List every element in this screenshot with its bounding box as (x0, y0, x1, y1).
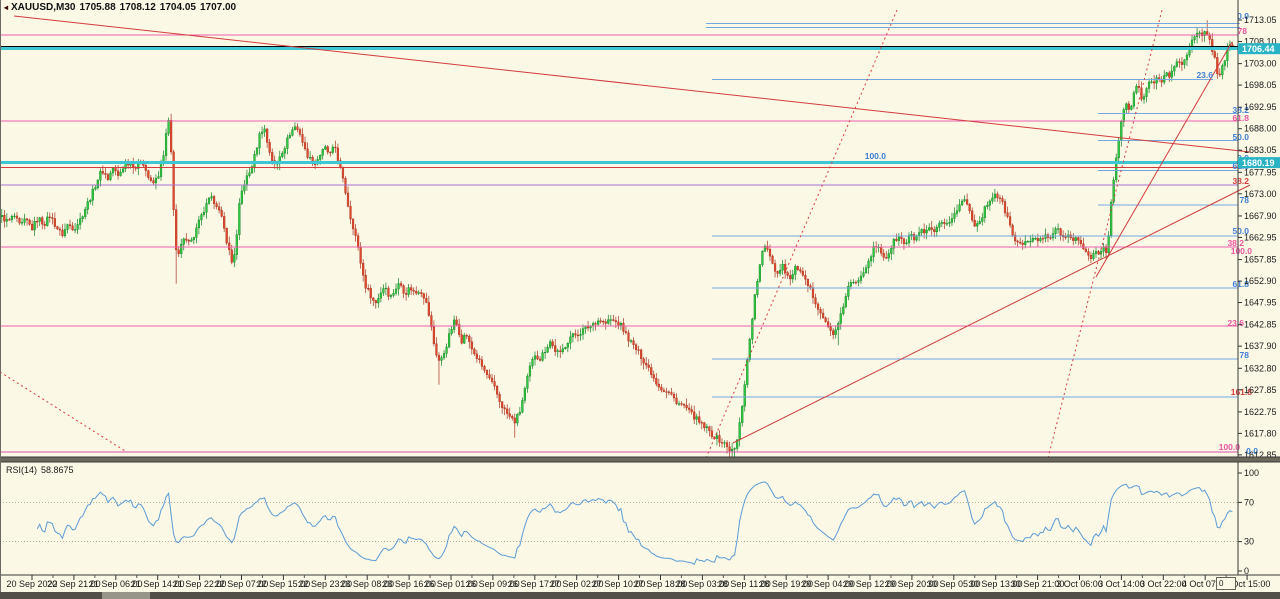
svg-text:27 Sep 18:00: 27 Sep 18:00 (634, 579, 688, 589)
svg-text:21 Sep 22:00: 21 Sep 22:00 (173, 579, 227, 589)
svg-text:27 Sep 02:00: 27 Sep 02:00 (550, 579, 604, 589)
svg-text:1642.85: 1642.85 (1244, 320, 1277, 330)
svg-text:161.8: 161.8 (1231, 387, 1253, 397)
svg-text:1657.85: 1657.85 (1244, 255, 1277, 265)
svg-text:1637.90: 1637.90 (1244, 341, 1277, 351)
svg-text:30 Sep 13:00: 30 Sep 13:00 (969, 579, 1023, 589)
svg-text:30 Sep 05:00: 30 Sep 05:00 (927, 579, 981, 589)
svg-text:22 Sep 15:00: 22 Sep 15:00 (257, 579, 311, 589)
svg-text:1652.90: 1652.90 (1244, 276, 1277, 286)
svg-text:1632.80: 1632.80 (1244, 363, 1277, 373)
rsi-name: RSI(14) (6, 465, 38, 475)
svg-text:1662.95: 1662.95 (1244, 232, 1277, 242)
svg-text:78: 78 (1240, 350, 1250, 360)
svg-text:26 Sep 17:00: 26 Sep 17:00 (508, 579, 562, 589)
svg-text:70: 70 (1244, 497, 1254, 507)
close-value: 1707.00 (199, 2, 237, 13)
svg-text:1713.05: 1713.05 (1244, 15, 1277, 25)
svg-text:38.2: 38.2 (1232, 105, 1249, 115)
svg-text:61.8: 61.8 (1232, 113, 1249, 123)
svg-text:23.6: 23.6 (1227, 318, 1244, 328)
price-tag (1238, 157, 1280, 169)
svg-text:1667.90: 1667.90 (1244, 211, 1277, 221)
svg-text:20 Sep 21:00: 20 Sep 21:00 (47, 579, 101, 589)
svg-text:3 Oct 14:00: 3 Oct 14:00 (1098, 579, 1145, 589)
svg-text:78: 78 (1238, 26, 1248, 36)
low-value: 1704.05 (159, 2, 196, 13)
svg-text:50.0: 50.0 (1232, 226, 1249, 236)
svg-text:26 Sep 01:00: 26 Sep 01:00 (424, 579, 478, 589)
svg-text:0.0: 0.0 (1237, 11, 1249, 21)
svg-text:100.0: 100.0 (865, 151, 887, 161)
svg-text:4 Oct 07:00: 4 Oct 07:00 (1182, 579, 1229, 589)
svg-text:61.8: 61.8 (1232, 279, 1249, 289)
rsi-value: 58.8675 (41, 465, 74, 475)
svg-text:22 Sep 23:00: 22 Sep 23:00 (299, 579, 353, 589)
rsi-indicator-label: RSI(14) 58.8675 (6, 465, 78, 475)
svg-text:100.0: 100.0 (1231, 246, 1253, 256)
svg-text:29 Sep 20:00: 29 Sep 20:00 (885, 579, 939, 589)
svg-text:38.2: 38.2 (1232, 176, 1249, 186)
svg-text:3 Oct 22:00: 3 Oct 22:00 (1140, 579, 1187, 589)
symbol-ohlc-readout: ◂ XAUUSD,M30 1705.88 1708.12 1704.05 1707.00 (4, 2, 240, 13)
price-tag (1238, 43, 1280, 55)
svg-text:22 Sep 07:00: 22 Sep 07:00 (215, 579, 269, 589)
svg-text:29 Sep 04:00: 29 Sep 04:00 (801, 579, 855, 589)
bars-offset-indicator: 0 (1216, 577, 1236, 590)
svg-text:1673.00: 1673.00 (1244, 189, 1277, 199)
svg-text:4 Oct 15:00: 4 Oct 15:00 (1224, 579, 1271, 589)
svg-text:21 Sep 06:00: 21 Sep 06:00 (89, 579, 143, 589)
svg-text:1627.85: 1627.85 (1244, 385, 1277, 395)
svg-text:27 Sep 10:00: 27 Sep 10:00 (592, 579, 646, 589)
svg-text:1612.85: 1612.85 (1244, 450, 1277, 460)
svg-text:1647.95: 1647.95 (1244, 298, 1277, 308)
rsi-panel[interactable]: 100 70 30 0 (0, 468, 1259, 576)
svg-text:1706.44: 1706.44 (1242, 44, 1275, 54)
svg-text:28 Sep 03:00: 28 Sep 03:00 (676, 579, 730, 589)
svg-text:1708.10: 1708.10 (1244, 36, 1277, 46)
svg-text:28 Sep 11:00: 28 Sep 11:00 (718, 579, 771, 589)
svg-text:1698.05: 1698.05 (1244, 80, 1277, 90)
open-value: 1705.88 (79, 2, 116, 13)
svg-text:30 Sep 21:00: 30 Sep 21:00 (1011, 579, 1065, 589)
symbol-label: XAUUSD,M30 (11, 2, 76, 13)
svg-text:29 Sep 12:00: 29 Sep 12:00 (843, 579, 897, 589)
svg-text:26 Sep 09:00: 26 Sep 09:00 (466, 579, 520, 589)
svg-text:1622.75: 1622.75 (1244, 407, 1277, 417)
svg-text:23.6: 23.6 (1196, 70, 1213, 80)
svg-text:38.2: 38.2 (1227, 238, 1244, 248)
svg-text:0.0: 0.0 (1246, 446, 1258, 456)
h-scrollbar-track[interactable] (0, 592, 1280, 599)
chart-symbol-icon: ◂ (4, 3, 9, 12)
svg-text:1617.80: 1617.80 (1244, 428, 1277, 438)
svg-text:100.0: 100.0 (1219, 442, 1241, 452)
svg-text:1680.19: 1680.19 (1242, 158, 1275, 168)
svg-text:23 Sep 16:00: 23 Sep 16:00 (382, 579, 436, 589)
svg-text:100: 100 (1244, 468, 1259, 478)
svg-text:30: 30 (1244, 537, 1254, 547)
svg-text:78: 78 (1240, 195, 1250, 205)
svg-text:50.0: 50.0 (1232, 132, 1249, 142)
price-axis[interactable]: 1713.05 1708.10 1703.00 1698.05 1692.95 1688.… (1237, 0, 1280, 575)
h-scrollbar-thumb[interactable] (102, 592, 150, 599)
svg-text:1703.00: 1703.00 (1244, 59, 1277, 69)
svg-text:1688.00: 1688.00 (1244, 124, 1277, 134)
svg-text:1692.95: 1692.95 (1244, 102, 1277, 112)
svg-text:1677.95: 1677.95 (1244, 167, 1277, 177)
svg-text:1683.05: 1683.05 (1244, 145, 1277, 155)
svg-text:28 Sep 19:00: 28 Sep 19:00 (759, 579, 813, 589)
svg-text:20 Sep 2022: 20 Sep 2022 (6, 579, 57, 589)
svg-text:23 Sep 08:00: 23 Sep 08:00 (340, 579, 394, 589)
svg-text:3 Oct 06:00: 3 Oct 06:00 (1056, 579, 1103, 589)
svg-text:21 Sep 14:00: 21 Sep 14:00 (131, 579, 185, 589)
svg-text:0: 0 (1244, 566, 1249, 576)
panel-divider[interactable] (0, 457, 1280, 462)
rsi-line (36, 481, 1233, 566)
high-value: 1708.12 (119, 2, 156, 13)
